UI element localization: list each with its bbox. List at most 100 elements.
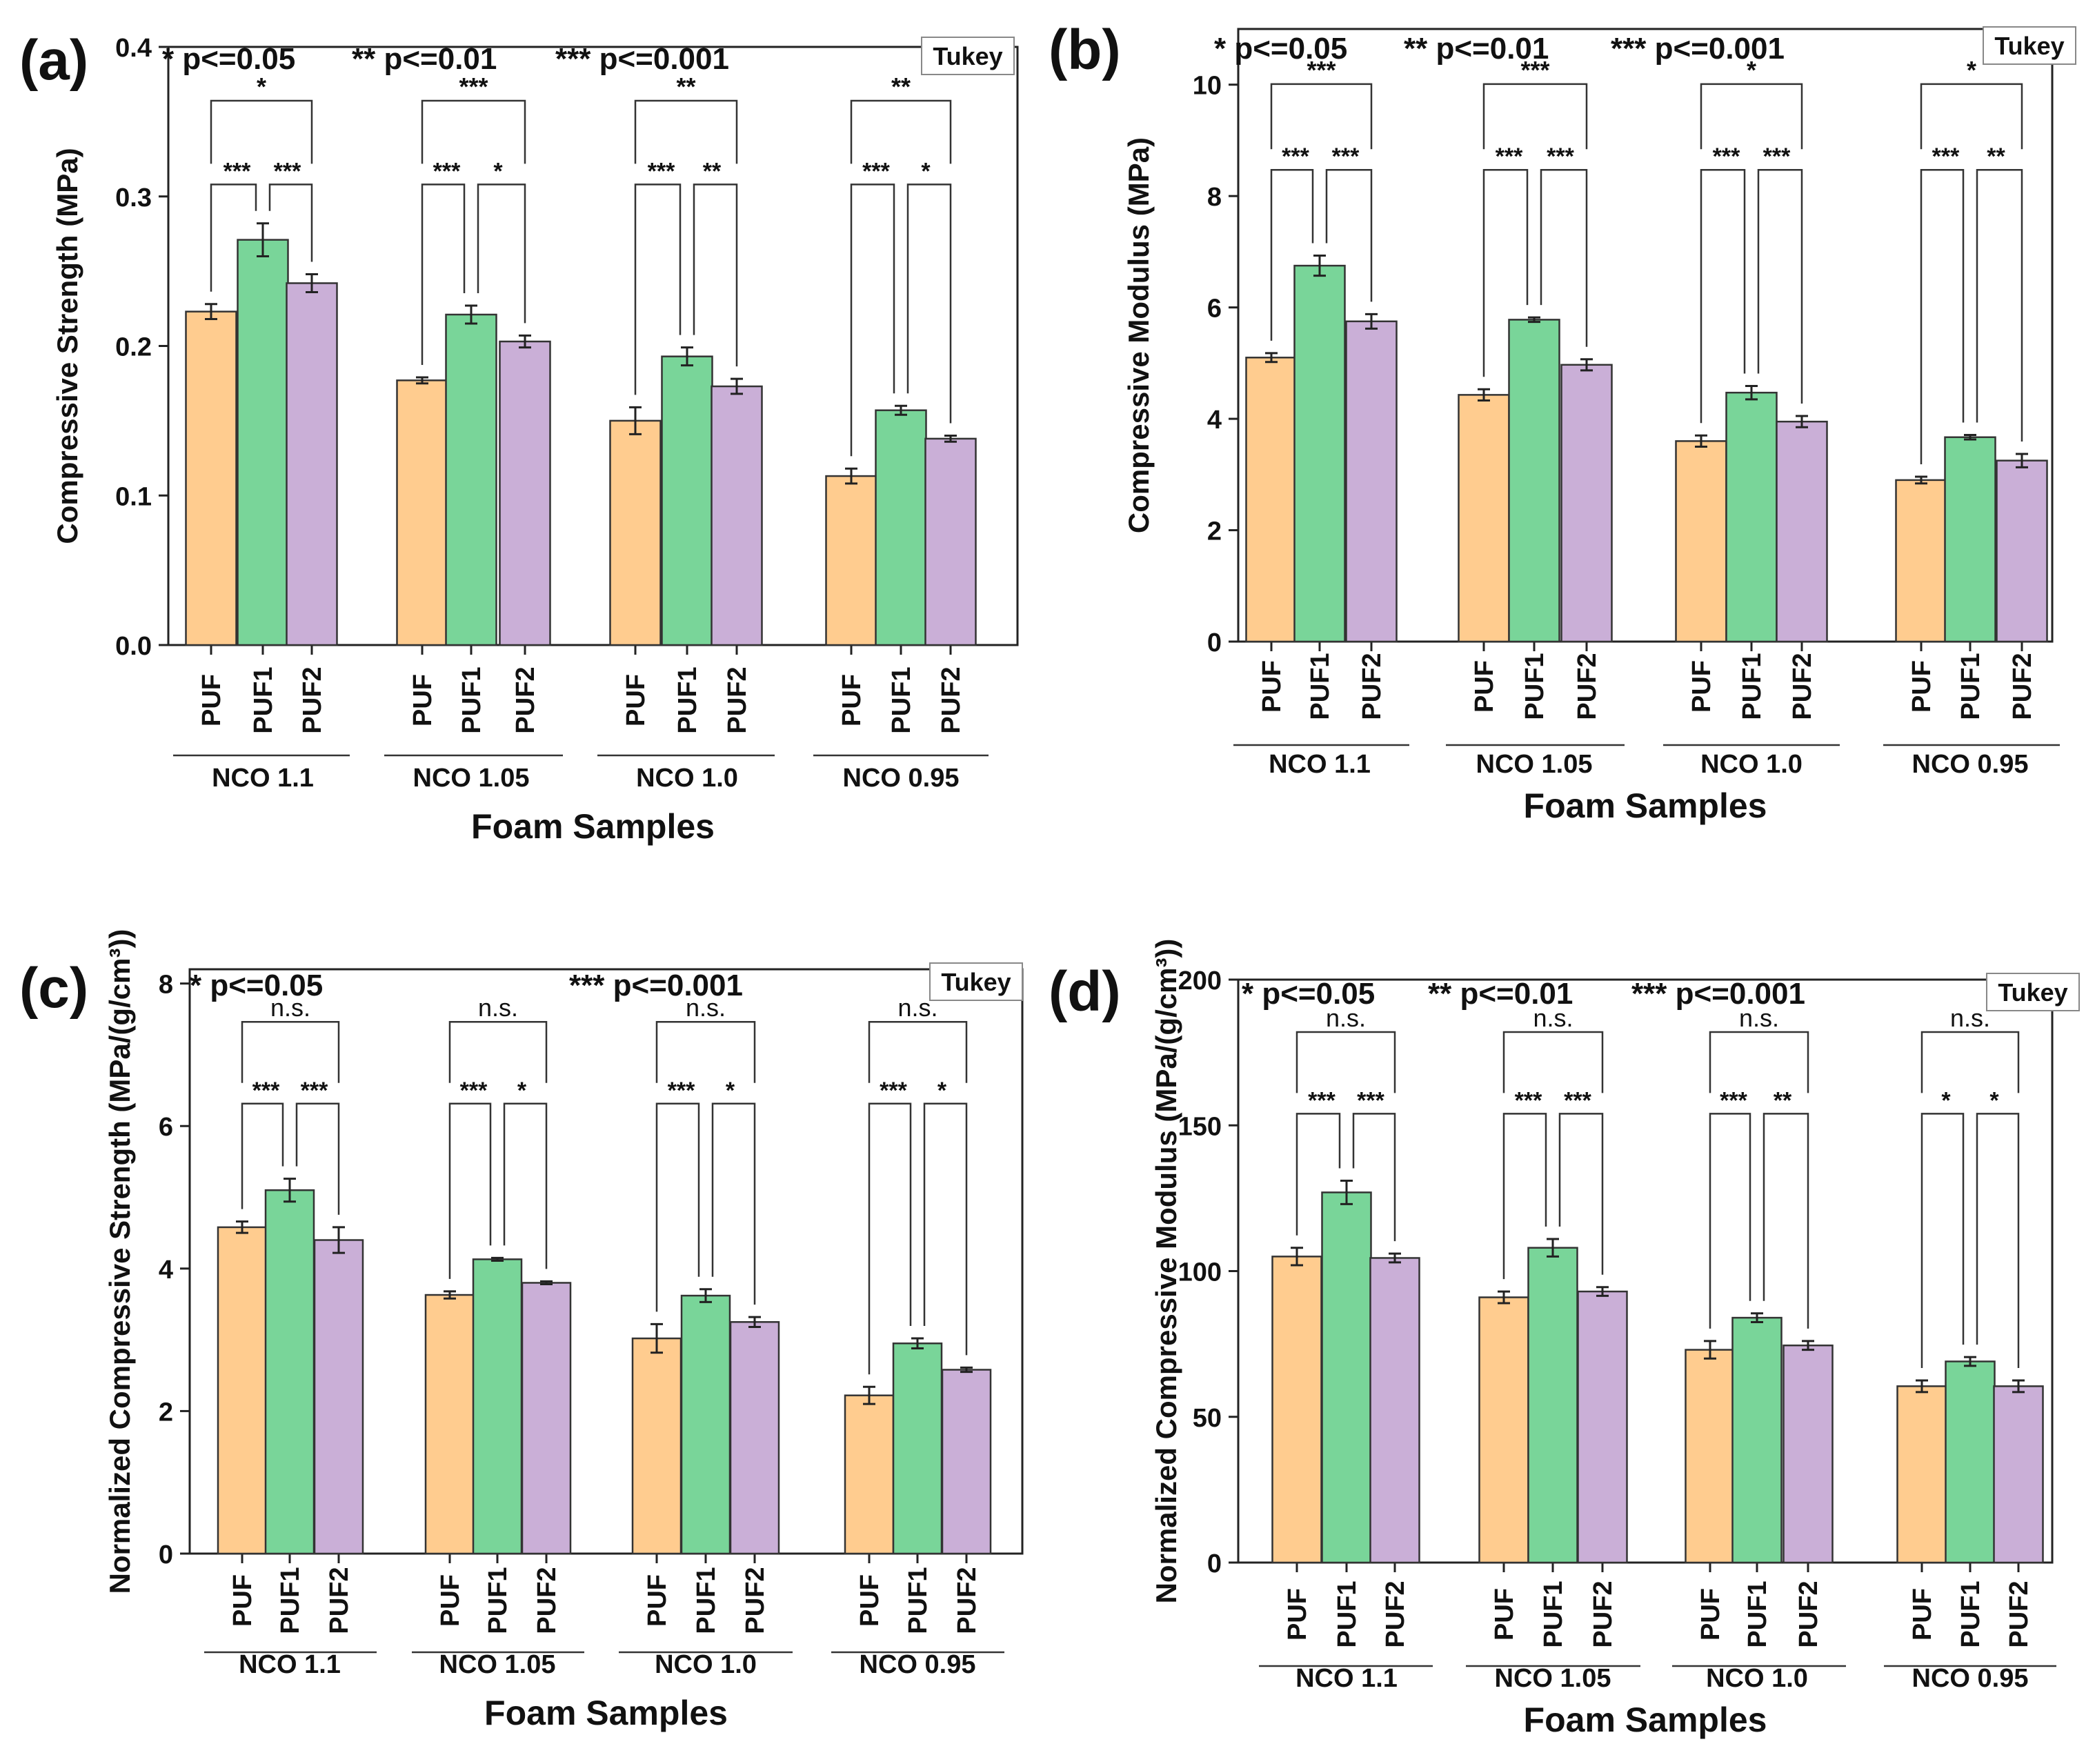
x-tick-label: PUF <box>408 674 437 726</box>
bar-puf <box>1895 479 1947 643</box>
group-label: NCO 1.1 <box>1295 1664 1398 1693</box>
x-tick-label: PUF <box>1470 660 1499 713</box>
y-tick-label: 0.4 <box>115 34 152 63</box>
significance-bracket <box>1709 1031 1809 1093</box>
p-value-legend: * p<=0.05 <box>190 969 323 1002</box>
significance-label: *** <box>1564 1087 1591 1113</box>
p-value-legend: * p<=0.05 <box>162 42 295 76</box>
x-tick-label: PUF1 <box>673 666 702 733</box>
significance-label: *** <box>1547 143 1574 170</box>
bar-puf <box>185 310 237 646</box>
significance-bracket <box>503 1102 548 1269</box>
p-value-legend: ** p<=0.01 <box>352 42 497 76</box>
significance-label: *** <box>880 1078 907 1104</box>
significance-label: ** <box>891 72 911 101</box>
significance-bracket <box>906 184 952 424</box>
y-tick-label: 2 <box>1207 517 1222 546</box>
p-value-legend: * p<=0.05 <box>1242 977 1375 1011</box>
group-label: NCO 1.0 <box>1700 750 1803 779</box>
bar-puf2 <box>1560 364 1613 643</box>
chart-panel-3: (c) 0 2 4 6 8 Normalized Compressive Strength … <box>19 929 1024 1732</box>
group-label: NCO 0.95 <box>1912 1664 2029 1693</box>
tukey-box: Tukey <box>921 37 1015 75</box>
x-tick-label: PUF2 <box>1358 653 1387 720</box>
significance-bracket <box>1700 83 1803 150</box>
y-tick-label: 8 <box>1207 183 1222 212</box>
plot-frame <box>188 968 1024 1555</box>
significance-bracket <box>1757 168 1803 404</box>
significance-label: *** <box>1515 1087 1542 1113</box>
bar-puf2 <box>1996 459 2048 643</box>
significance-bracket <box>1502 1113 1547 1280</box>
significance-label: *** <box>668 1078 695 1104</box>
significance-label: ** <box>1987 143 2005 170</box>
bar-puf <box>1271 1256 1322 1564</box>
x-axis-title: Foam Samples <box>471 807 715 846</box>
significance-label: *** <box>459 72 488 101</box>
significance-bracket <box>655 1102 700 1312</box>
p-value-legend: *** p<=0.001 <box>569 969 743 1002</box>
significance-bracket <box>448 1020 548 1083</box>
x-tick-label: PUF2 <box>2008 653 2037 720</box>
x-tick-label: PUF <box>1258 660 1287 713</box>
bar-puf1 <box>1508 319 1560 643</box>
bar-puf1 <box>1945 1360 1996 1564</box>
bar-puf2 <box>1369 1257 1420 1564</box>
tukey-label: Tukey <box>1998 978 2067 1007</box>
significance-bracket <box>850 184 895 457</box>
bar-puf <box>609 419 662 646</box>
significance-label: *** <box>1357 1087 1384 1113</box>
y-tick-label: 0.3 <box>115 184 152 212</box>
bar-puf2 <box>313 1239 364 1555</box>
significance-label: * <box>257 72 266 101</box>
x-tick-label: PUF2 <box>1589 1580 1618 1647</box>
p-value-legend: ** p<=0.01 <box>1404 32 1549 66</box>
bar-puf2 <box>1993 1385 2044 1564</box>
x-tick-label: PUF2 <box>741 1567 770 1634</box>
y-tick-label: 6 <box>1207 295 1222 324</box>
significance-bracket <box>655 1020 756 1083</box>
significance-bracket <box>1700 168 1746 424</box>
x-axis-title: Foam Samples <box>1524 786 1767 825</box>
group-label: NCO 1.0 <box>1706 1664 1808 1693</box>
x-tick-label: PUF <box>1687 660 1716 713</box>
bar-puf2 <box>941 1369 992 1555</box>
x-tick-label: PUF <box>622 674 651 726</box>
significance-bracket <box>1976 168 2023 442</box>
y-tick-label: 0.0 <box>115 632 152 661</box>
significance-bracket <box>1709 1113 1751 1329</box>
significance-bracket <box>1920 83 2023 150</box>
plot-frame <box>1237 28 2054 643</box>
bar-puf2 <box>1577 1290 1628 1564</box>
bar-puf2 <box>924 437 977 646</box>
bar-puf2 <box>1345 320 1398 643</box>
significance-label: *** <box>252 1078 280 1104</box>
significance-label: n.s. <box>1950 1004 1990 1032</box>
significance-bracket <box>477 184 526 324</box>
x-tick-label: PUF1 <box>1738 653 1767 720</box>
bar-puf1 <box>1527 1247 1578 1564</box>
bar-puf1 <box>1725 391 1778 643</box>
x-tick-label: PUF2 <box>2005 1580 2034 1647</box>
significance-bracket <box>1920 168 1965 465</box>
significance-bracket <box>1558 1113 1604 1275</box>
significance-label: *** <box>1713 143 1740 170</box>
y-tick-label: 10 <box>1193 72 1222 101</box>
significance-label: *** <box>1720 1087 1747 1113</box>
bar-puf1 <box>875 409 927 646</box>
tukey-frame <box>1983 26 2076 65</box>
group-label: NCO 1.05 <box>1476 750 1593 779</box>
bar-puf <box>1458 394 1510 643</box>
x-tick-label: PUF <box>1696 1588 1725 1641</box>
bar-puf <box>1675 440 1727 643</box>
y-tick-label: 100 <box>1178 1258 1222 1287</box>
group-label: NCO 1.1 <box>1269 750 1371 779</box>
group-label: NCO 1.0 <box>636 764 738 793</box>
significance-label: n.s. <box>478 993 518 1022</box>
x-tick-label: PUF2 <box>1573 653 1602 720</box>
significance-label: * <box>493 158 503 184</box>
panel-label: (d) <box>1049 960 1121 1023</box>
significance-label: *** <box>1307 56 1336 84</box>
bar-puf1 <box>472 1258 523 1555</box>
